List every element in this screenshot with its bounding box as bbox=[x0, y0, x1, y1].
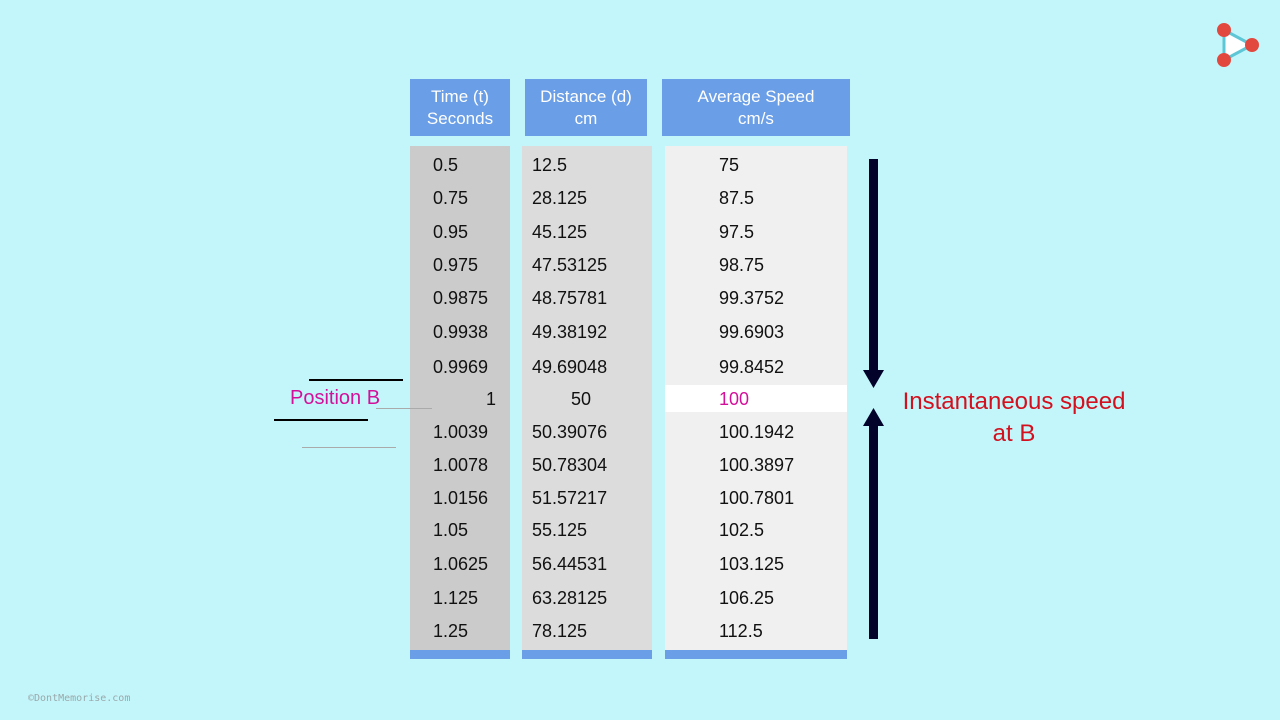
header-distance: Distance (d) cm bbox=[525, 79, 647, 136]
play-triangle-logo-icon bbox=[1217, 23, 1259, 67]
header-distance-label: Distance (d) bbox=[540, 86, 632, 106]
speed-cell-highlighted: 100 bbox=[719, 389, 750, 409]
arrow-up-shaft bbox=[869, 424, 878, 639]
distance-cell: 50 bbox=[571, 389, 592, 409]
speed-cell: 106.25 bbox=[719, 588, 775, 608]
speed-cell: 99.3752 bbox=[719, 288, 785, 308]
instantaneous-speed-label: Instantaneous speed at B bbox=[880, 386, 1148, 450]
time-cell: 1.125 bbox=[433, 588, 479, 608]
distance-column bbox=[522, 146, 652, 659]
time-cell: 1.25 bbox=[433, 621, 469, 641]
time-cell: 0.9875 bbox=[433, 288, 489, 308]
position-b-label: Position B bbox=[290, 387, 381, 409]
arrow-down-icon bbox=[863, 370, 884, 388]
header-distance-unit: cm bbox=[574, 108, 598, 128]
distance-cell: 78.125 bbox=[532, 621, 588, 641]
speed-cell: 112.5 bbox=[719, 621, 763, 641]
distance-cell: 48.75781 bbox=[532, 288, 608, 308]
speed-cell: 100.3897 bbox=[719, 455, 795, 475]
time-cell: 1 bbox=[486, 389, 497, 409]
distance-cell: 50.39076 bbox=[532, 422, 608, 442]
instantaneous-line1: Instantaneous speed bbox=[902, 388, 1126, 415]
speed-cell: 99.6903 bbox=[719, 322, 785, 342]
speed-highlight-row bbox=[665, 385, 847, 412]
time-cell: 0.975 bbox=[433, 255, 479, 275]
speed-cell: 87.5 bbox=[719, 188, 755, 208]
speed-cell: 103.125 bbox=[719, 554, 785, 574]
distance-cell: 47.53125 bbox=[532, 255, 608, 275]
time-cell: 1.0039 bbox=[433, 422, 489, 442]
time-cell: 0.95 bbox=[433, 222, 469, 242]
arrow-up-icon bbox=[863, 408, 884, 426]
time-cell: 0.5 bbox=[433, 155, 459, 175]
marker-line-bottom bbox=[274, 419, 368, 421]
time-cell: 0.9969 bbox=[433, 357, 489, 377]
marker-line-top bbox=[309, 379, 403, 381]
time-cell: 0.75 bbox=[433, 188, 469, 208]
time-cell: 1.0156 bbox=[433, 488, 489, 508]
header-speed-label: Average Speed bbox=[697, 86, 815, 106]
distance-cell: 56.44531 bbox=[532, 554, 608, 574]
distance-cell: 50.78304 bbox=[532, 455, 608, 475]
speed-column-bar bbox=[665, 650, 847, 659]
marker-line-faint bbox=[376, 408, 432, 409]
distance-cell: 28.125 bbox=[532, 188, 588, 208]
time-cell: 1.05 bbox=[433, 520, 469, 540]
speed-cell: 102.5 bbox=[719, 520, 765, 540]
speed-cell: 100.7801 bbox=[719, 488, 795, 508]
speed-cell: 99.8452 bbox=[719, 357, 785, 377]
distance-cell: 49.69048 bbox=[532, 357, 608, 377]
time-cell: 1.0078 bbox=[433, 455, 489, 475]
distance-cell: 45.125 bbox=[532, 222, 588, 242]
speed-cell: 98.75 bbox=[719, 255, 765, 275]
header-time-label: Time (t) bbox=[431, 86, 489, 106]
header-time-unit: Seconds bbox=[426, 108, 494, 128]
time-cell: 0.9938 bbox=[433, 322, 489, 342]
distance-cell: 49.38192 bbox=[532, 322, 608, 342]
speed-cell: 100.1942 bbox=[719, 422, 795, 442]
arrow-down-shaft bbox=[869, 159, 878, 374]
credit-watermark: ©DontMemorise.com bbox=[28, 693, 131, 704]
distance-cell: 12.5 bbox=[532, 155, 568, 175]
time-cell: 1.0625 bbox=[433, 554, 489, 574]
distance-cell: 51.57217 bbox=[532, 488, 608, 508]
distance-cell: 55.125 bbox=[532, 520, 588, 540]
header-speed-unit: cm/s bbox=[738, 108, 774, 128]
speed-cell: 75 bbox=[719, 155, 740, 175]
speed-cell: 97.5 bbox=[719, 222, 755, 242]
marker-line-faint-lower bbox=[302, 447, 396, 448]
instantaneous-line2: at B bbox=[992, 420, 1036, 447]
time-column bbox=[410, 146, 510, 659]
header-time: Time (t) Seconds bbox=[410, 79, 510, 136]
header-speed: Average Speed cm/s bbox=[662, 79, 850, 136]
distance-column-bar bbox=[522, 650, 652, 659]
distance-cell: 63.28125 bbox=[532, 588, 608, 608]
time-column-bar bbox=[410, 650, 510, 659]
